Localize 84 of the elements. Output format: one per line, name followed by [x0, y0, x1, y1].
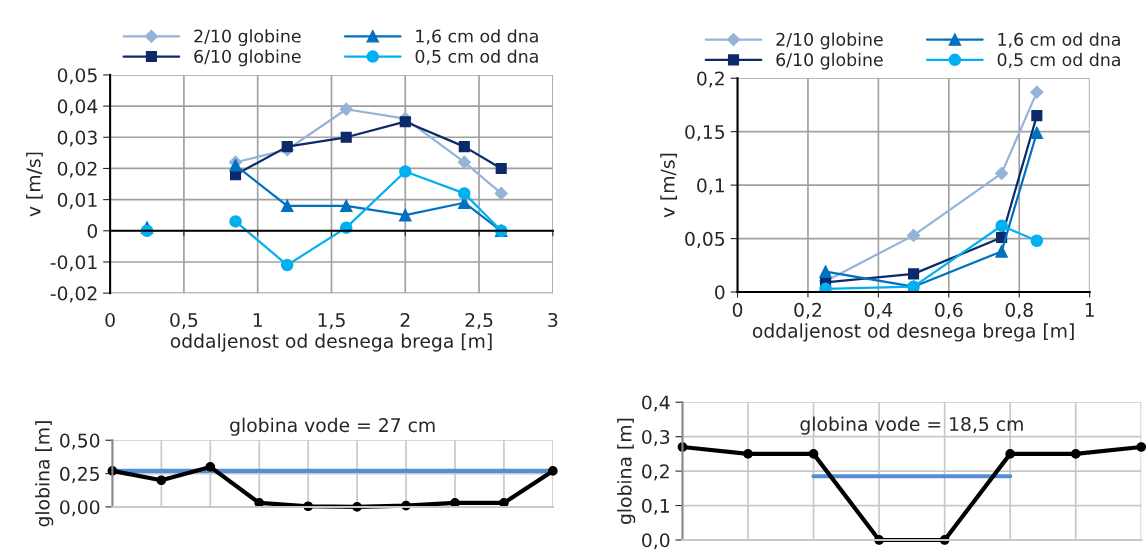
x-tick-label: 1: [253, 313, 262, 327]
point: [229, 215, 242, 228]
y-axis-title: globina [m]: [617, 418, 636, 525]
x-tick-label: 3: [548, 312, 558, 328]
x-tick-label: 2,5: [465, 312, 493, 329]
y-axis-title: v [m/s]: [660, 153, 677, 218]
point: [281, 141, 293, 153]
legend-label: 2/10 globine: [776, 32, 883, 50]
point: [819, 265, 832, 278]
legend-label: 1,6 cm od dna: [998, 32, 1120, 48]
legend-label: 0,5 cm od dna: [415, 49, 538, 65]
y-tick-label: 0,04: [57, 99, 98, 116]
point: [1136, 442, 1147, 452]
point: [399, 116, 411, 128]
point: [1070, 449, 1081, 459]
point: [1031, 110, 1043, 122]
annotation: globina vode = 18,5 cm: [800, 416, 1023, 435]
y-tick-label: 0,0: [642, 533, 670, 550]
y-tick-label: 0: [87, 224, 98, 239]
y-tick-label: 0,50: [60, 433, 100, 450]
point: [229, 159, 242, 172]
x-axis-title: oddaljenost od desnega brega [m]: [170, 333, 492, 352]
point: [280, 199, 294, 213]
point: [1030, 85, 1044, 99]
y-tick-label: 0,02: [57, 161, 97, 178]
y-tick-label: -0,01: [50, 255, 97, 272]
legend-label: 6/10 globine: [194, 49, 301, 67]
point: [156, 475, 167, 486]
y-tick-label: 0,01: [57, 192, 97, 209]
y-tick-label: 0,05: [57, 68, 97, 85]
x-tick-label: 1,5: [318, 313, 345, 329]
x-axis-title: oddaljenost od desnega brega [m]: [752, 323, 1074, 342]
y-tick-label: 0: [715, 285, 725, 300]
point: [995, 219, 1008, 233]
x-tick-label: 1: [1085, 303, 1094, 317]
x-tick-label: 0,4: [864, 302, 893, 319]
x-tick-label: 0: [105, 312, 115, 328]
y-tick-label: 0,3: [642, 429, 670, 446]
y-tick-label: -0,02: [50, 286, 97, 303]
point: [995, 245, 1008, 258]
point: [906, 228, 921, 242]
legend-label: 1,6 cm od dna: [416, 29, 538, 45]
point: [1005, 449, 1016, 459]
point: [808, 449, 819, 459]
y-tick-label: 0,2: [642, 464, 669, 481]
x-tick-label: 0,8: [1005, 302, 1033, 319]
point: [1030, 126, 1044, 140]
legend-label: 2/10 globine: [194, 29, 301, 46]
x-tick-label: 0,6: [935, 302, 963, 319]
legend-label: 0,5 cm od dna: [997, 52, 1120, 68]
y-tick-label: 0,05: [685, 231, 725, 248]
y-tick-label: 0,1: [642, 498, 669, 515]
x-tick-label: 0,5: [170, 312, 198, 329]
x-tick-label: 0,2: [794, 302, 821, 319]
point: [995, 166, 1009, 180]
y-tick-label: 0,2: [697, 71, 724, 88]
point: [205, 462, 216, 472]
point: [494, 186, 508, 200]
point: [340, 131, 352, 143]
point: [399, 208, 412, 222]
y-tick-label: 0,03: [57, 130, 97, 147]
y-tick-label: 0,1: [697, 178, 724, 195]
y-axis-title: globina [m]: [35, 421, 54, 527]
chart-title: globina vode = 27 cm: [230, 417, 435, 436]
point: [399, 165, 412, 178]
point: [743, 449, 753, 459]
x-tick-label: 2: [400, 312, 410, 327]
legend-label: 6/10 globine: [776, 52, 883, 70]
point: [1030, 234, 1044, 247]
y-axis-title: v [m/s]: [26, 152, 43, 217]
point: [339, 199, 353, 213]
point: [547, 466, 558, 476]
y-tick-label: 0,25: [60, 466, 99, 483]
point: [458, 141, 470, 153]
y-tick-label: 0,00: [60, 500, 100, 517]
point: [280, 258, 294, 272]
y-tick-label: 0,4: [642, 395, 670, 412]
x-tick-label: 0: [732, 302, 743, 317]
point: [339, 102, 353, 116]
point: [908, 268, 920, 280]
point: [495, 162, 507, 175]
point: [457, 155, 471, 169]
point: [458, 187, 471, 200]
y-tick-label: 0,15: [685, 124, 725, 141]
